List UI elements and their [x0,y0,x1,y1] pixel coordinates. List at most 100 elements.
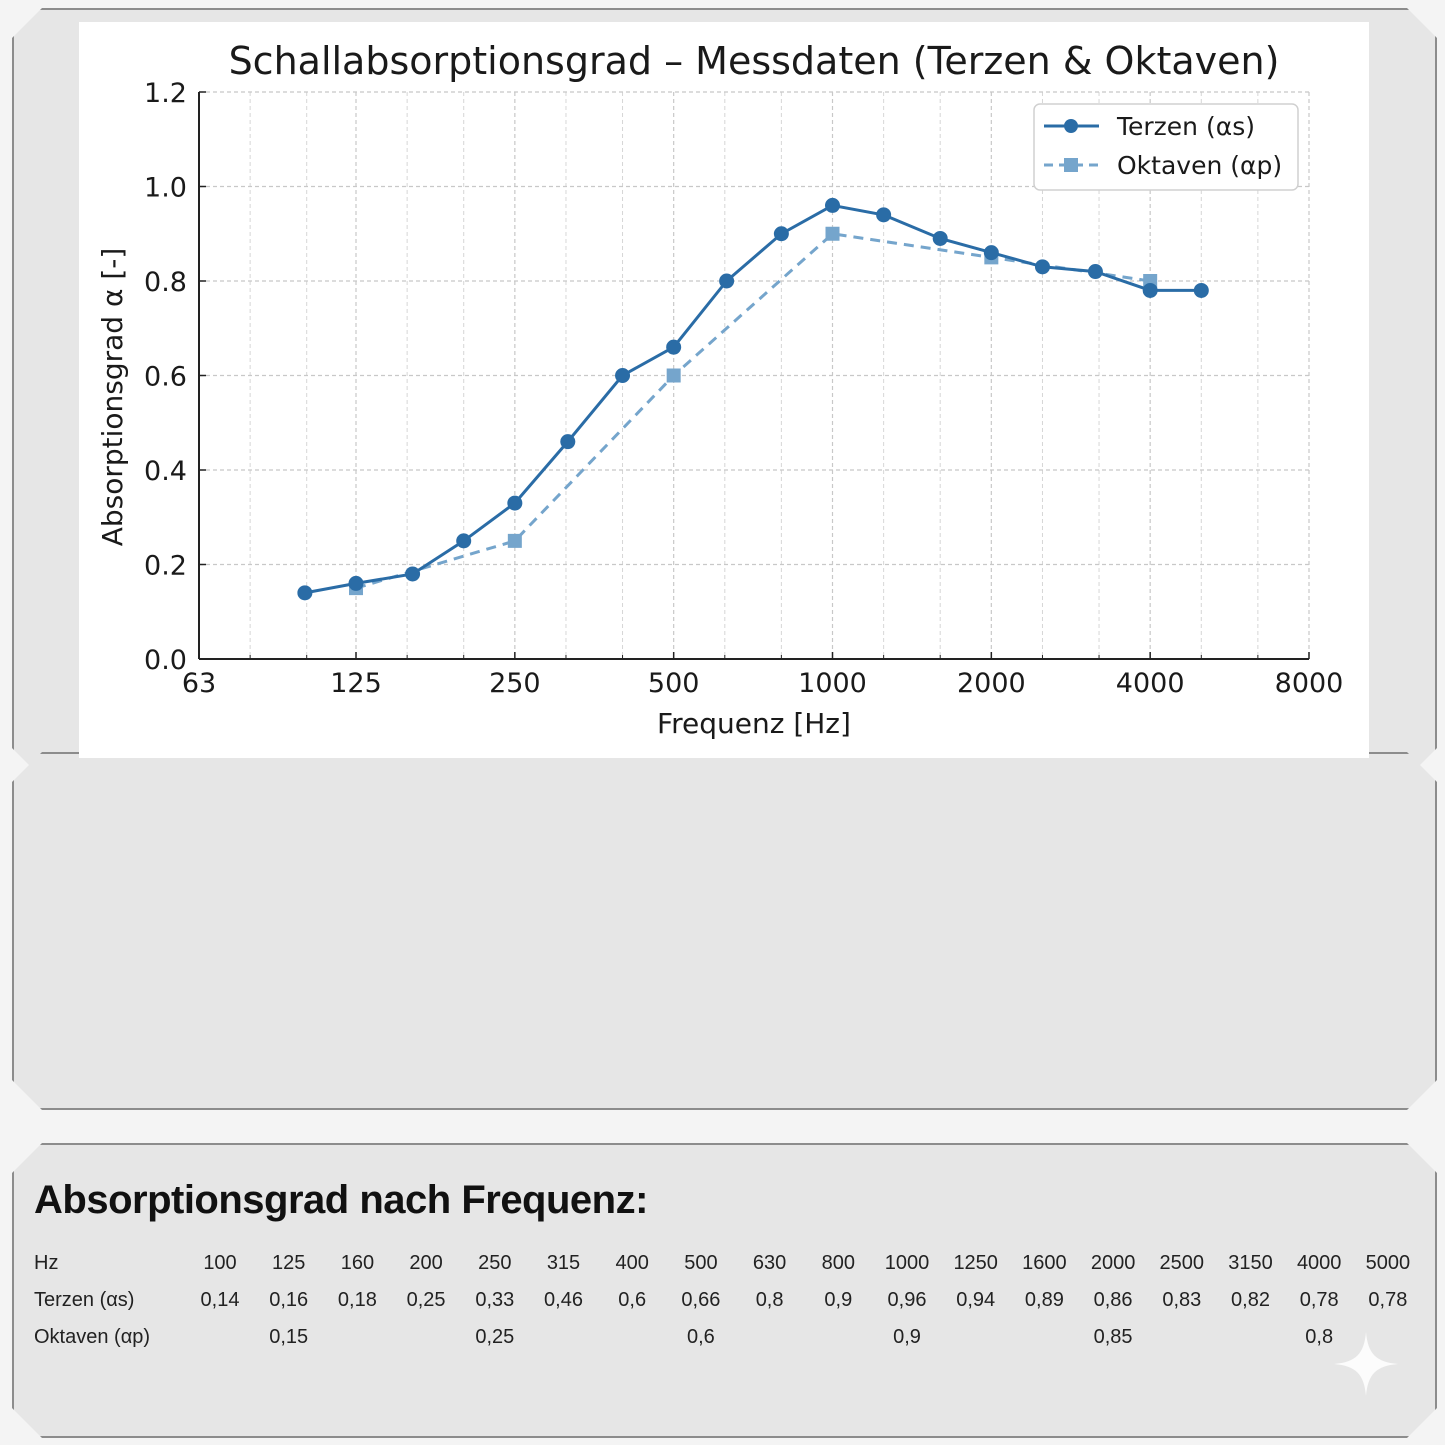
table-cell: 125 [272,1252,306,1274]
data-point-terzen [297,585,313,601]
table-cell: 0,96 [887,1289,927,1311]
table-cell: 0,86 [1093,1289,1133,1311]
table-cell: 630 [752,1252,787,1274]
table-cell: 0,78 [1299,1289,1339,1311]
data-point-terzen [615,368,631,383]
x-axis-label: Frequenz [Hz] [657,707,851,740]
table-cell: 0,25 [475,1326,515,1348]
series-line-oktaven [355,232,1151,590]
empty-panel [12,752,1437,1110]
data-point-terzen [666,339,682,355]
data-point-terzen [773,226,789,242]
table-cell: 315 [546,1252,581,1274]
legend-label-terzen: Terzen (αs) [1116,112,1255,141]
table-cell: 0,83 [1162,1289,1202,1311]
table-cell: 500 [684,1252,718,1274]
table-cell: 1000 [884,1252,930,1274]
table-cell: 160 [340,1252,375,1274]
data-point-terzen [1034,259,1050,275]
row-label: Terzen (αs) [34,1289,135,1311]
table-cell: 100 [203,1252,237,1274]
y-tick-label: 1.2 [144,78,187,109]
table-cell: 800 [821,1252,855,1274]
table-cell: 200 [409,1252,443,1274]
x-tick-label: 250 [489,668,541,699]
table-cell: 400 [615,1252,649,1274]
axes: 63 125 250 500 1000 2000 4000 8000 0.0 0.2 0.4 0.6 0… [144,78,1343,699]
frequency-table: Hz 100 125 160 200 250 315 400 500 630 800 1000 1250… [34,1244,1434,1355]
data-point-terzen [348,575,364,591]
y-tick-label: 0.8 [144,267,187,298]
table-cell: 0,18 [337,1289,377,1311]
y-tick-label: 0.2 [144,551,187,582]
data-point-terzen [405,566,421,582]
absorption-chart: 63 125 250 500 1000 2000 4000 8000 0.0 0.2 0.4 0.6 0… [96,39,1343,740]
y-tick-label: 1.0 [144,173,187,204]
data-point-terzen [983,245,999,261]
table-cell: 0,9 [893,1326,921,1348]
table-cell: 0,9 [824,1289,853,1311]
data-point-terzen [932,230,948,246]
data-point-oktaven [825,226,840,241]
table-cell: 0,94 [956,1289,996,1311]
table-cell: 0,46 [544,1289,583,1311]
x-tick-label: 63 [182,668,216,699]
data-point-terzen [1193,282,1209,298]
table-title: Absorptionsgrad nach Frequenz: [34,1178,648,1222]
legend-marker-oktaven [1064,158,1078,172]
table-cell: 0,25 [406,1289,446,1311]
x-tick-label: 1000 [798,668,867,699]
table-cell: 2500 [1159,1252,1205,1274]
data-point-terzen [560,434,576,450]
table-cell: 0,6 [686,1326,715,1348]
table-cell: 0,89 [1024,1289,1064,1311]
table-cell: 0,78 [1368,1289,1408,1311]
series-line-terzen [304,203,1202,595]
data-point-oktaven [666,368,681,383]
legend-marker-terzen [1064,119,1078,133]
legend-label-oktaven: Oktaven (αp) [1117,151,1282,180]
table-cell: 0,16 [269,1289,309,1311]
table-cell: 1600 [1022,1252,1067,1274]
table-row-oktaven: Oktaven (αp) 0,15 0,25 0,6 0,9 0,85 0,8 [34,1318,1434,1355]
x-tick-label: 4000 [1116,668,1185,699]
legend: Terzen (αs) Oktaven (αp) [1033,103,1299,191]
table-row-terzen: Terzen (αs) 0,14 0,16 0,18 0,25 0,33 0,46 0,6 0,… [34,1281,1434,1318]
table-cell: 0,33 [475,1289,515,1311]
x-tick-label: 8000 [1275,668,1344,699]
row-label: Hz [34,1252,59,1274]
table-cell: 250 [478,1252,512,1274]
table-cell: 0,15 [269,1326,309,1348]
table-cell: 0,6 [618,1289,647,1311]
table-cell: 0,66 [681,1289,721,1311]
table-cell: 0,8 [1305,1326,1334,1348]
table-cell: 5000 [1365,1252,1411,1274]
x-tick-label: 2000 [957,668,1026,699]
data-point-terzen [876,207,892,223]
table-cell: 0,8 [755,1289,784,1311]
table-panel [12,1143,1437,1438]
data-point-terzen [507,495,523,511]
data-point-terzen [1142,282,1158,298]
y-tick-label: 0.4 [144,456,187,487]
sparkle-icon [1334,1332,1398,1396]
x-tick-label: 500 [648,668,700,699]
chart-title: Schallabsorptionsgrad – Messdaten (Terze… [229,39,1280,83]
data-point-terzen [456,533,472,549]
data-point-terzen [1087,264,1103,280]
y-tick-label: 0.6 [144,362,187,393]
data-point-oktaven [507,533,522,548]
row-label: Oktaven (αp) [34,1326,151,1348]
series-layer [297,197,1209,601]
table-cell: 4000 [1296,1252,1342,1274]
data-point-terzen [825,197,841,213]
table-cell: 0,82 [1231,1289,1270,1311]
y-axis-label: Absorptionsgrad α [-] [96,248,129,547]
table-row-hz: Hz 100 125 160 200 250 315 400 500 630 800 1000 1250… [34,1244,1434,1281]
data-point-terzen [719,273,735,289]
x-tick-label: 125 [330,668,382,699]
table-cell: 2000 [1090,1252,1136,1274]
table-cell: 1250 [953,1252,998,1274]
table-cell: 0,85 [1093,1326,1133,1348]
chart-card: 63 125 250 500 1000 2000 4000 8000 0.0 0.2 0.4 0.6 0… [79,22,1369,758]
